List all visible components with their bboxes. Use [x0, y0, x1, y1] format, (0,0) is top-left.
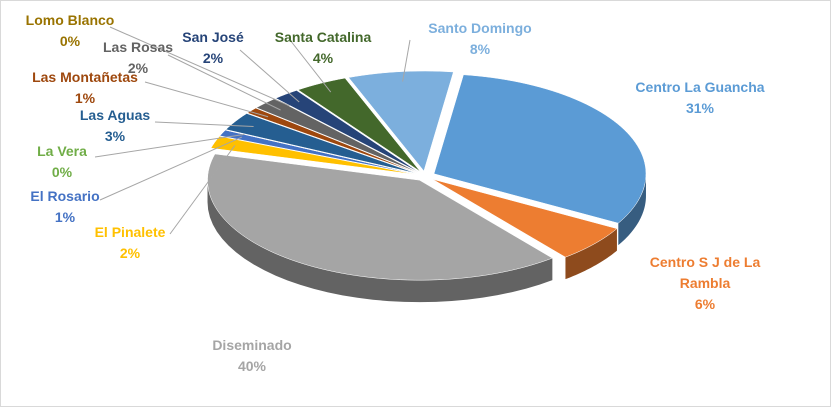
data-label: Centro S J de La Rambla 6%: [640, 252, 770, 315]
category-label: Las Aguas: [79, 107, 151, 123]
value-label: 2%: [127, 60, 149, 76]
category-label: Santo Domingo: [428, 20, 532, 36]
data-label: Las Rosas 2%: [103, 37, 173, 79]
category-label: El Pinalete: [94, 224, 166, 240]
value-label: 2%: [119, 245, 141, 261]
leader-line: [154, 121, 254, 128]
data-label: El Pinalete 2%: [95, 222, 166, 264]
leader-line: [167, 54, 281, 111]
data-label: Diseminado 40%: [212, 335, 291, 377]
leader-line: [169, 145, 236, 235]
leader-line: [109, 26, 290, 107]
leader-line: [239, 49, 300, 103]
value-label: 8%: [469, 41, 491, 57]
data-label: Centro La Guancha 31%: [635, 77, 764, 119]
value-label: 0%: [59, 33, 81, 49]
pie-slice: [297, 77, 421, 172]
category-label: La Vera: [37, 143, 87, 159]
slice-side: [565, 228, 617, 280]
data-label: San José 2%: [182, 27, 243, 69]
value-label: 0%: [51, 164, 73, 180]
category-label: Diseminado: [212, 337, 292, 353]
pie-slice: [275, 98, 419, 173]
data-label: Las Aguas 3%: [80, 105, 150, 147]
data-label: La Vera 0%: [37, 141, 87, 183]
data-label: Las Montañetas 1%: [32, 67, 138, 109]
value-label: 40%: [237, 358, 267, 374]
data-label: Santa Catalina 4%: [275, 27, 371, 69]
data-label: Lomo Blanco 0%: [26, 10, 115, 52]
category-label: Centro S J de La Rambla: [649, 254, 761, 291]
data-label: Santo Domingo 8%: [428, 18, 531, 60]
pie-slice: [246, 107, 418, 174]
pie-slice: [348, 70, 454, 172]
category-label: Santa Catalina: [274, 29, 372, 45]
value-label: 2%: [202, 50, 224, 66]
value-label: 31%: [685, 100, 715, 116]
pie-slice: [433, 74, 647, 224]
leader-line: [94, 133, 245, 158]
pie-slice: [432, 178, 618, 258]
pie-slice: [225, 129, 417, 175]
leader-line: [144, 81, 269, 118]
value-label: 4%: [312, 50, 334, 66]
leader-line: [402, 39, 411, 82]
pie-slice: [275, 90, 419, 173]
category-label: Centro La Guancha: [635, 79, 765, 95]
category-label: El Rosario: [30, 188, 100, 204]
data-label: El Rosario 1%: [30, 186, 99, 228]
category-label: Lomo Blanco: [25, 12, 115, 28]
value-label: 3%: [104, 128, 126, 144]
pie-tops: [207, 70, 647, 281]
leader-line: [289, 39, 332, 93]
value-label: 1%: [54, 209, 76, 225]
pie-slice: [207, 153, 553, 281]
value-label: 6%: [694, 296, 716, 312]
pie-slice: [225, 113, 417, 174]
category-label: San José: [182, 29, 244, 45]
category-label: Las Rosas: [102, 39, 174, 55]
value-label: 1%: [74, 90, 96, 106]
slice-side: [207, 180, 553, 303]
pie-slice: [210, 136, 416, 175]
leader-line: [99, 136, 243, 201]
category-label: Las Montañetas: [32, 69, 138, 85]
